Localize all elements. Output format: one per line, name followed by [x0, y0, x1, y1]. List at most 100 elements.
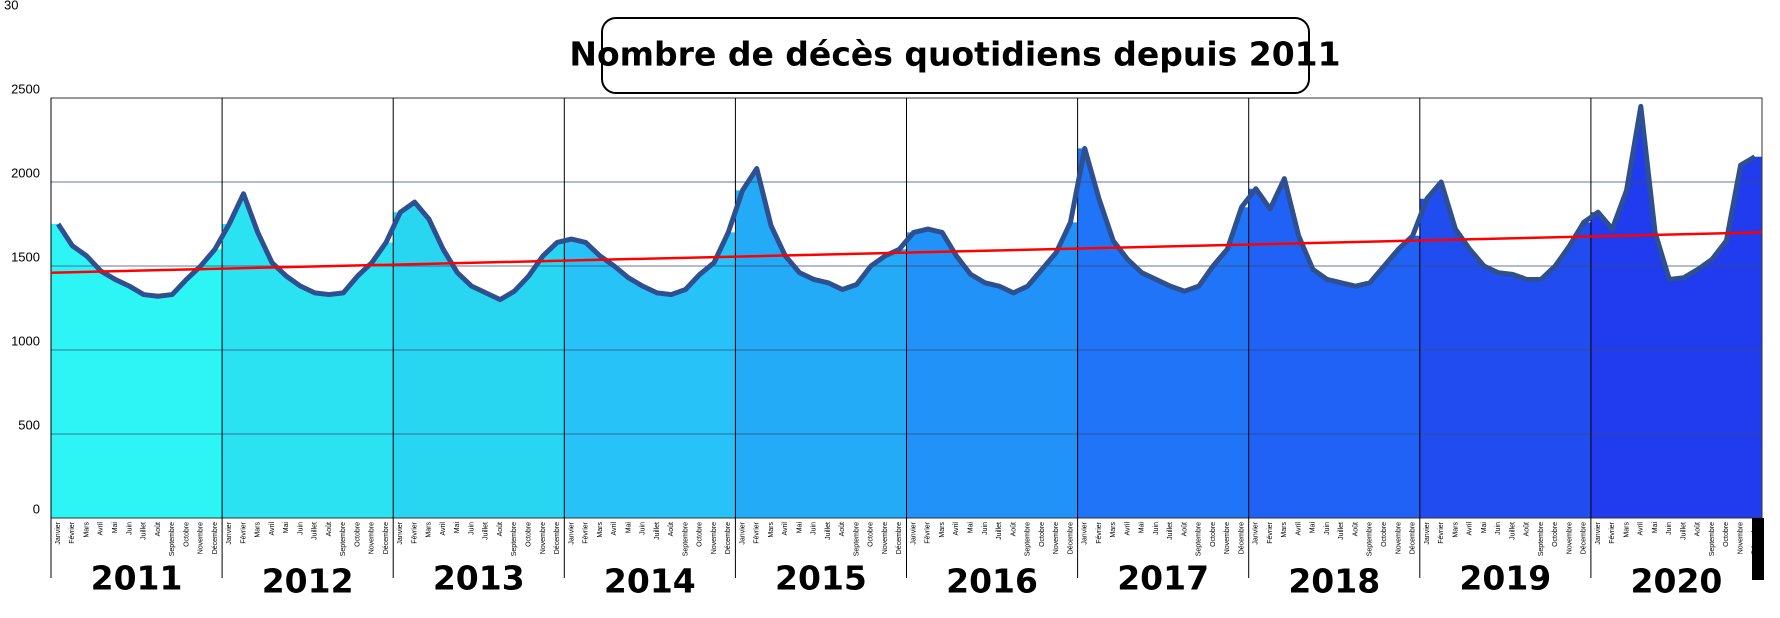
month-label: Juin [1324, 522, 1331, 535]
year-label: 2012 [262, 562, 354, 601]
month-label: Septembre [1709, 522, 1716, 556]
month-label: Février [1609, 521, 1616, 543]
year-area [1590, 106, 1762, 519]
title-box [601, 17, 1310, 94]
month-label: Octobre [1039, 522, 1046, 547]
month-label: Décembre [1067, 522, 1074, 554]
month-label: Juin [468, 522, 475, 535]
year-area [1248, 178, 1420, 518]
month-label: Décembre [383, 522, 390, 554]
month-label: Mai [112, 522, 119, 534]
year-area [393, 202, 565, 518]
month-label: Novembre [369, 522, 376, 554]
month-label: Janvier [1595, 521, 1602, 544]
month-label: Octobre [525, 522, 532, 547]
month-label: Mai [625, 522, 632, 534]
month-label: Mai [454, 522, 461, 534]
month-label: Avril [611, 522, 618, 536]
month-label: Octobre [697, 522, 704, 547]
trend-line [50, 231, 1763, 274]
month-label: Février [925, 521, 932, 543]
month-label: Mars [255, 522, 262, 538]
month-label: Décembre [1581, 522, 1588, 554]
month-label: Février [754, 521, 761, 543]
month-label: Octobre [1210, 522, 1217, 547]
month-label: Mai [1139, 522, 1146, 534]
month-label: Avril [1638, 522, 1645, 536]
month-label: Août [1352, 522, 1359, 536]
month-label: Avril [1124, 522, 1131, 536]
month-label: Octobre [183, 522, 190, 547]
month-label: Mars [1623, 522, 1630, 538]
month-label: Octobre [354, 522, 361, 547]
month-label: Novembre [1566, 522, 1573, 554]
month-label: Avril [1295, 522, 1302, 536]
month-label: Novembre [540, 522, 547, 554]
month-label: Juillet [825, 522, 832, 540]
month-label: Janvier [910, 521, 917, 544]
month-label: Décembre [1410, 522, 1417, 554]
month-label: Janvier [1082, 521, 1089, 544]
month-label: Décembre [725, 522, 732, 554]
month-label: Août [1010, 522, 1017, 536]
month-label: Février [1096, 521, 1103, 543]
month-label: Septembre [853, 522, 860, 556]
end-bar [1752, 518, 1764, 580]
y-tick-label: 0 [33, 501, 40, 516]
month-label: Août [497, 522, 504, 536]
month-label: Novembre [882, 522, 889, 554]
month-label: Février [583, 521, 590, 543]
month-label: Septembre [169, 522, 176, 556]
month-label: Juin [126, 522, 133, 535]
month-label: Août [1524, 522, 1531, 536]
month-label: Août [839, 522, 846, 536]
month-label: Mars [1452, 522, 1459, 538]
month-label: Juillet [654, 522, 661, 540]
month-label: Décembre [212, 522, 219, 554]
month-label: Juillet [1509, 522, 1516, 540]
month-label: Juin [811, 522, 818, 535]
year-label: 2017 [1117, 559, 1209, 598]
year-label: 2015 [775, 559, 867, 598]
y-tick-label: 500 [18, 417, 40, 432]
month-label: Juin [1153, 522, 1160, 535]
month-label: Mars [768, 522, 775, 538]
year-area [735, 168, 907, 518]
month-label: Septembre [1367, 522, 1374, 556]
month-label: Septembre [340, 522, 347, 556]
year-label: 2016 [946, 562, 1038, 601]
month-label: Octobre [1552, 522, 1559, 547]
month-label: Janvier [1253, 521, 1260, 544]
month-label: Janvier [55, 521, 62, 544]
chart-title: Nombre de décès quotidiens depuis 2011 [569, 35, 1340, 74]
month-label: Avril [440, 522, 447, 536]
month-label: Mai [283, 522, 290, 534]
month-label: Mars [939, 522, 946, 538]
month-label: Juillet [996, 522, 1003, 540]
month-label: Avril [269, 522, 276, 536]
month-label: Février [240, 521, 247, 543]
year-area [906, 222, 1078, 518]
month-label: Mars [426, 522, 433, 538]
month-label: Juillet [1338, 522, 1345, 540]
month-label: Janvier [226, 521, 233, 544]
month-label: Mai [796, 522, 803, 534]
year-area [1077, 148, 1249, 518]
year-area [51, 224, 223, 518]
year-area [564, 232, 736, 518]
month-label: Septembre [1538, 522, 1545, 556]
year-label: 2014 [604, 562, 696, 601]
month-label: Août [155, 522, 162, 536]
month-label: Juillet [1167, 522, 1174, 540]
month-label: Août [1695, 522, 1702, 536]
month-label: Novembre [198, 522, 205, 554]
month-label: Juin [640, 522, 647, 535]
month-label: Juin [982, 522, 989, 535]
month-label: Juin [297, 522, 304, 535]
month-label: Mai [1310, 522, 1317, 534]
month-label: Février [1438, 521, 1445, 543]
year-label: 2013 [433, 559, 525, 598]
month-label: Décembre [1238, 522, 1245, 554]
month-label: Mai [1652, 522, 1659, 534]
month-label: Novembre [1395, 522, 1402, 554]
